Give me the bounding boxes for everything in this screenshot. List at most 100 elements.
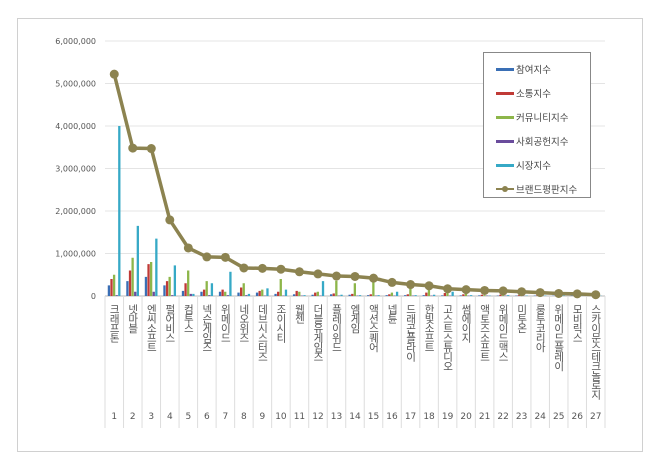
line-point-16 — [387, 277, 397, 287]
x-rank-label: 3 — [148, 412, 155, 422]
bar-소통지수-20 — [462, 294, 465, 296]
legend-item: 브랜드평판지수 — [496, 177, 590, 201]
bar-참여지수-8 — [237, 292, 240, 296]
bar-시장지수-22 — [507, 295, 510, 296]
x-category-label: 네오위즈 — [237, 304, 250, 342]
bar-소통지수-5 — [184, 283, 187, 296]
bar-시장지수-17 — [414, 295, 417, 296]
x-rank-label: 16 — [386, 412, 398, 422]
bar-소통지수-9 — [258, 290, 261, 296]
line-point-3 — [146, 144, 156, 154]
x-rank-label: 26 — [571, 412, 583, 422]
x-rank-label: 19 — [441, 412, 454, 422]
bar-소통지수-17 — [406, 294, 409, 296]
x-rank-label: 7 — [222, 412, 229, 422]
legend-label: 소통지수 — [516, 89, 551, 100]
line-point-10 — [276, 264, 286, 274]
x-rank-label: 10 — [275, 412, 287, 422]
bar-커뮤니티지수-22 — [501, 295, 505, 296]
legend-item: 참여지수 — [496, 57, 590, 81]
x-category-label: 엠게임 — [349, 304, 361, 333]
x-category-label: 액션스퀘어 — [367, 304, 380, 352]
line-point-9 — [257, 263, 267, 273]
line-point-24 — [535, 288, 545, 298]
x-rank-label: 23 — [515, 412, 528, 422]
legend-swatch — [496, 186, 514, 192]
bar-소통지수-14 — [351, 293, 354, 296]
x-rank-label: 2 — [129, 412, 136, 422]
bar-시장지수-8 — [247, 293, 251, 296]
bar-커뮤니티지수-12 — [316, 291, 319, 296]
bar-참여지수-21 — [478, 295, 481, 296]
bar-커뮤니티지수-2 — [131, 257, 134, 296]
line-point-13 — [331, 271, 341, 281]
bar-시장지수-20 — [470, 295, 473, 296]
x-category-label: 위메이드맥스 — [497, 304, 510, 361]
x-category-label: 룽투코리아 — [534, 304, 547, 352]
bar-참여지수-6 — [200, 291, 203, 296]
x-category-label: 한빛소프트 — [423, 304, 436, 352]
line-point-7 — [220, 252, 230, 262]
line-point-8 — [239, 263, 249, 273]
bar-참여지수-7 — [218, 291, 222, 296]
line-point-17 — [406, 280, 416, 290]
bar-사회공헌지수-4 — [171, 295, 174, 296]
bar-소통지수-18 — [425, 292, 428, 296]
bar-참여지수-3 — [144, 276, 148, 296]
bar-사회공헌지수-2 — [134, 291, 137, 296]
x-rank-label: 15 — [367, 412, 380, 422]
bar-참여지수-12 — [311, 294, 314, 296]
x-category-label: 엔씨소프트 — [145, 304, 158, 352]
bar-참여지수-1 — [107, 285, 111, 296]
bar-참여지수-14 — [348, 294, 351, 296]
x-category-label: 펄어비스 — [163, 304, 176, 342]
x-category-label: 플레이위드 — [330, 304, 343, 352]
bar-시장지수-9 — [266, 288, 269, 296]
x-rank-label: 8 — [241, 412, 247, 422]
bar-소통지수-22 — [499, 294, 502, 296]
x-rank-label: 9 — [259, 412, 266, 422]
x-category-label: 조이시티 — [274, 304, 287, 342]
x-category-label: 드래곤플라이 — [404, 304, 417, 361]
x-category-label: 웹젠 — [293, 304, 306, 323]
x-rank-label: 1 — [111, 412, 118, 422]
legend-swatch — [496, 67, 514, 71]
bar-참여지수-2 — [126, 281, 129, 296]
y-tick-label: 3,000,000 — [55, 165, 96, 174]
bar-참여지수-5 — [181, 290, 185, 296]
line-point-26 — [572, 289, 582, 299]
x-category-label: 고스트스튜디오 — [441, 304, 454, 371]
bar-시장지수-15 — [377, 295, 380, 296]
bar-참여지수-16 — [385, 295, 388, 296]
bar-커뮤니티지수-16 — [390, 292, 394, 296]
bar-참여지수-17 — [404, 295, 407, 296]
bar-소통지수-1 — [110, 279, 113, 296]
x-category-label: 데브시스터즈 — [256, 304, 269, 361]
x-rank-label: 27 — [590, 412, 602, 422]
bar-사회공헌지수-3 — [152, 291, 155, 296]
x-rank-label: 5 — [185, 412, 192, 422]
bar-커뮤니티지수-13 — [335, 280, 338, 296]
bar-시장지수-12 — [321, 281, 325, 296]
x-rank-label: 20 — [460, 412, 472, 422]
x-rank-label: 12 — [312, 412, 324, 422]
bar-커뮤니티지수-1 — [112, 274, 116, 296]
line-point-25 — [554, 288, 564, 298]
x-category-label: 액토즈소프트 — [478, 304, 491, 361]
bar-참여지수-13 — [329, 294, 333, 296]
x-rank-label: 18 — [423, 412, 435, 422]
x-category-label: 넵튠 — [386, 304, 399, 323]
y-tick-label: 0 — [91, 292, 96, 301]
bar-시장지수-16 — [395, 291, 399, 296]
bar-참여지수-9 — [255, 292, 259, 296]
line-point-19 — [443, 284, 453, 294]
x-category-label: 더블유게임즈 — [311, 304, 324, 361]
bar-커뮤니티지수-8 — [242, 283, 245, 296]
x-category-label: 컴투스 — [182, 304, 195, 333]
bar-소통지수-4 — [165, 281, 169, 296]
line-point-23 — [517, 287, 527, 297]
legend-item: 시장지수 — [496, 153, 590, 177]
bar-커뮤니티지수-17 — [409, 283, 412, 296]
line-point-22 — [498, 286, 508, 296]
bar-소통지수-19 — [443, 293, 446, 296]
